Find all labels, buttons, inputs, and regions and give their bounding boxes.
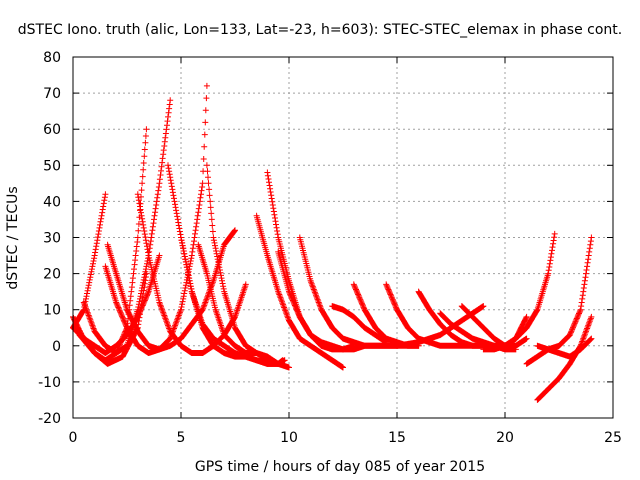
data-arc (253, 212, 346, 371)
data-series (70, 82, 595, 403)
x-tick-label: 20 (496, 430, 514, 446)
arc-points (264, 169, 357, 353)
chart-title: dSTEC Iono. truth (alic, Lon=133, Lat=-2… (18, 22, 622, 38)
data-arc (203, 162, 292, 371)
x-tick-label: 25 (604, 430, 622, 446)
arc-points (329, 303, 390, 346)
data-arc (329, 303, 390, 346)
y-tick-label: 50 (43, 158, 61, 174)
arc-points (80, 97, 174, 356)
arc-points (534, 313, 595, 403)
y-tick-label: 40 (43, 194, 61, 210)
y-tick-label: 70 (43, 86, 61, 102)
y-tick-label: 60 (43, 122, 61, 138)
data-arc (534, 313, 595, 403)
x-tick-label: 5 (177, 430, 186, 446)
arc-points (502, 230, 558, 349)
y-tick-label: 80 (43, 50, 61, 66)
axes: 0 5 10 15 20 25 -20 -10 0 10 20 30 40 50 60 70 80 (38, 50, 622, 446)
arc-points (253, 212, 346, 371)
x-axis-title: GPS time / hours of day 085 of year 2015 (195, 459, 485, 475)
data-arc (534, 335, 595, 360)
data-arc (394, 303, 487, 349)
y-tick-label: -10 (38, 375, 61, 391)
arc-points (534, 335, 595, 360)
y-tick-label: 10 (43, 303, 61, 319)
arc-points (394, 303, 487, 349)
arc-points (350, 281, 422, 349)
x-tick-label: 10 (280, 430, 298, 446)
x-tick-label: 15 (388, 430, 406, 446)
data-arc (502, 230, 558, 349)
y-tick-label: 30 (43, 231, 61, 247)
y-tick-label: 20 (43, 267, 61, 283)
data-arc (264, 169, 357, 353)
data-arc (80, 97, 174, 356)
arc-points (178, 234, 286, 367)
y-tick-label: -20 (38, 411, 61, 427)
data-arc (350, 281, 422, 349)
data-arc (178, 234, 286, 367)
y-axis-title: dSTEC / TECUs (5, 186, 21, 289)
arc-points (203, 162, 292, 371)
x-tick-label: 0 (69, 430, 78, 446)
y-tick-label: 0 (52, 339, 61, 355)
